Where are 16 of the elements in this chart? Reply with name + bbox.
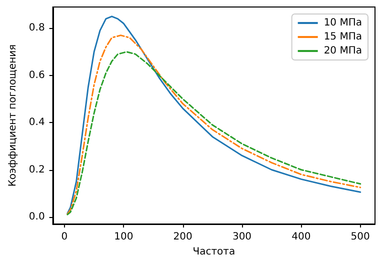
x-tick-label: 200 [173,232,192,242]
y-tick-label: 0.8 [28,22,45,34]
y-axis-title: Коэффициент поглощения [8,44,18,187]
y-tick-label: 0.0 [28,211,45,222]
x-tick-label: 500 [350,232,370,242]
y-tick-label: 0.6 [28,70,45,81]
legend-label: 15 МПа [324,32,362,42]
x-tick-label: 100 [114,232,134,242]
legend-label: 10 МПа [324,18,362,28]
x-tick-label: 300 [232,232,252,242]
y-tick-label: 0.2 [28,164,45,176]
x-tick-label: 0 [61,232,68,242]
legend-label: 20 МПа [324,46,362,56]
y-tick-label: 0.4 [28,117,45,128]
x-tick-label: 400 [292,232,311,242]
x-axis-title: Частота [192,246,236,258]
